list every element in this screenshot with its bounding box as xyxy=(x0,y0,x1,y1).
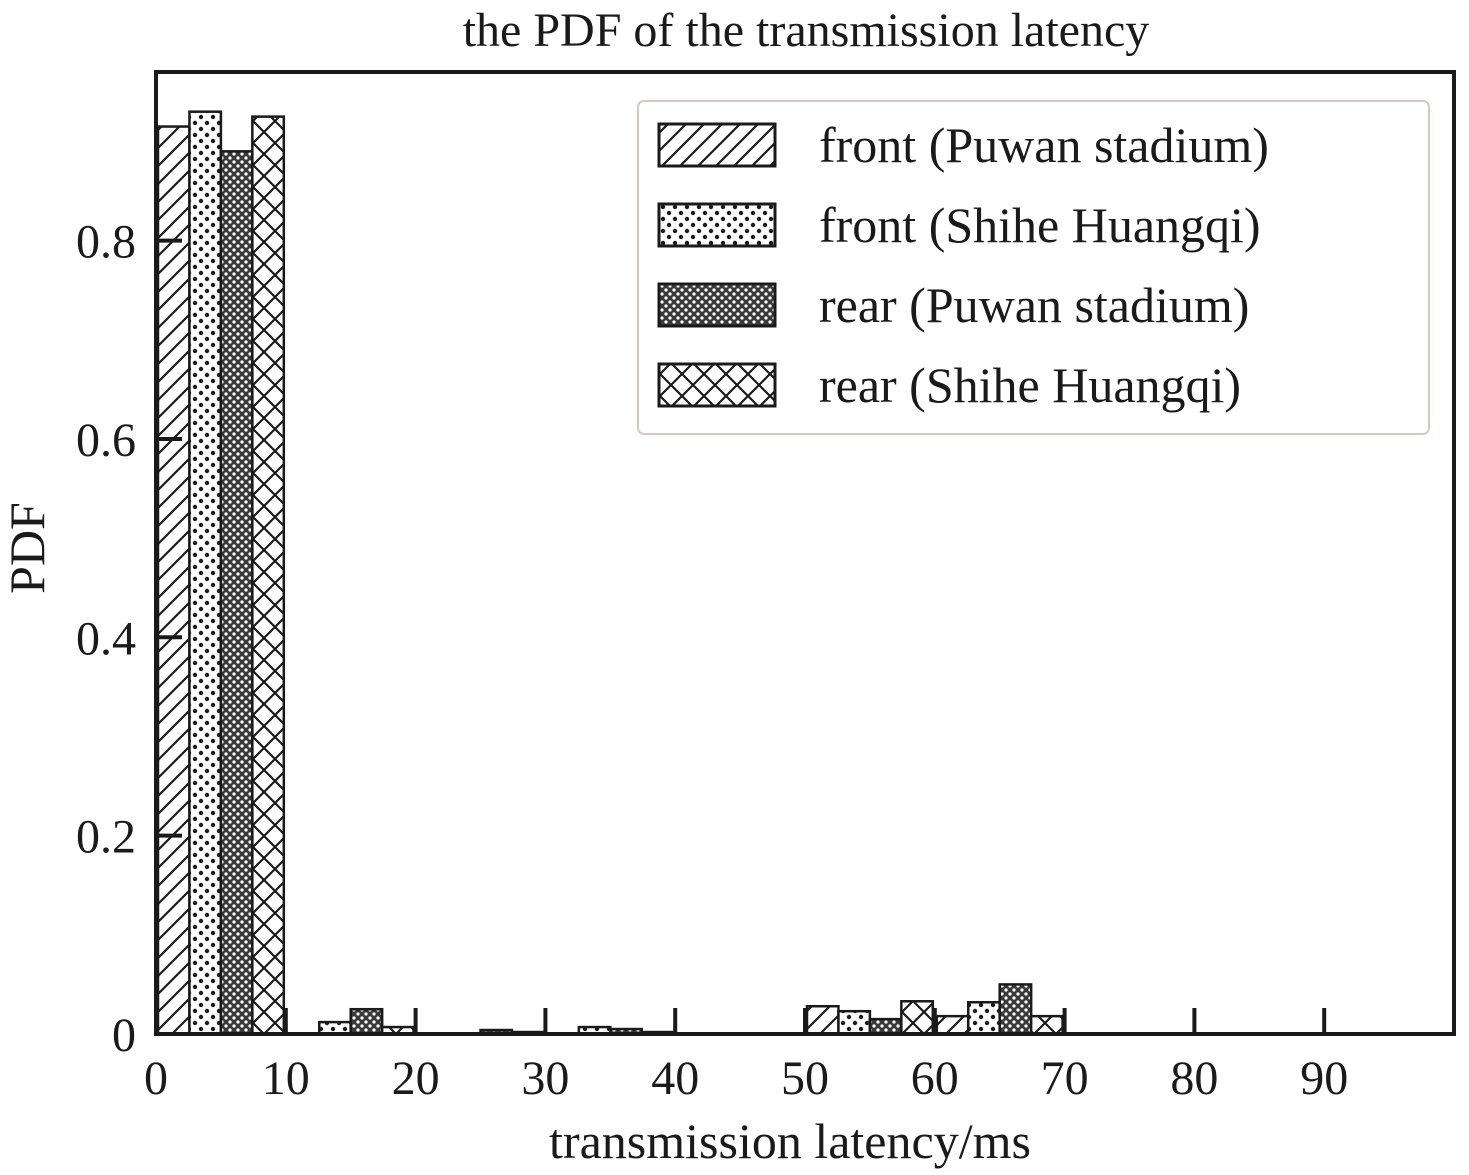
bar-s2-bin0 xyxy=(219,150,254,1036)
x-tick-label: 10 xyxy=(262,1052,310,1105)
y-tick-label: 0.8 xyxy=(76,216,136,269)
x-tick-label: 90 xyxy=(1300,1052,1348,1105)
chart-title: the PDF of the transmission latency xyxy=(463,4,1150,57)
legend-box xyxy=(637,100,1430,435)
legend: front (Puwan stadium) front (Shihe Huangq… xyxy=(637,100,1430,435)
bar-s0-bin6 xyxy=(935,1014,970,1036)
bar-s3-bin5 xyxy=(900,1000,935,1036)
x-axis-title: transmission latency/ms xyxy=(549,1113,1031,1169)
legend-swatch xyxy=(657,202,777,248)
bar-s2-bin6 xyxy=(998,983,1033,1036)
legend-swatch xyxy=(657,362,777,408)
bar-s2-bin1 xyxy=(349,1007,384,1036)
y-tick-label: 0 xyxy=(112,1009,136,1062)
y-tick-label: 0.4 xyxy=(76,612,136,665)
bar-s2-bin5 xyxy=(868,1017,903,1036)
legend-label: front (Shihe Huangqi) xyxy=(819,197,1261,253)
legend-label: front (Puwan stadium) xyxy=(819,117,1269,173)
bar-s0-bin0 xyxy=(156,125,191,1036)
x-tick-label: 20 xyxy=(392,1052,440,1105)
bar-s3-bin0 xyxy=(251,115,286,1036)
legend-swatch xyxy=(657,282,777,328)
bar-s1-bin6 xyxy=(967,1001,1001,1036)
legend-swatch xyxy=(657,122,777,168)
bar-s1-bin0 xyxy=(188,110,223,1036)
y-tick-label: 0.2 xyxy=(76,811,136,864)
bar-s0-bin5 xyxy=(805,1004,840,1036)
legend-label: rear (Shihe Huangqi) xyxy=(819,357,1241,413)
x-tick-label: 80 xyxy=(1170,1052,1218,1105)
bar-s1-bin5 xyxy=(837,1009,872,1036)
legend-label: rear (Puwan stadium) xyxy=(819,277,1249,333)
bars-layer xyxy=(156,110,1064,1036)
x-axis-ticks: 0 10 20 30 40 50 60 70 80 90 xyxy=(144,1008,1348,1105)
x-tick-label: 60 xyxy=(911,1052,959,1105)
x-tick-label: 50 xyxy=(781,1052,829,1105)
y-tick-label: 0.6 xyxy=(76,414,136,467)
y-axis-title: PDF xyxy=(0,502,55,594)
y-axis-ticks: 0 0.2 0.4 0.6 0.8 xyxy=(76,216,182,1062)
bar-s3-bin6 xyxy=(1029,1014,1064,1036)
x-tick-label: 0 xyxy=(144,1052,168,1105)
x-tick-label: 30 xyxy=(521,1052,569,1105)
x-tick-label: 70 xyxy=(1041,1052,1089,1105)
x-tick-label: 40 xyxy=(651,1052,699,1105)
